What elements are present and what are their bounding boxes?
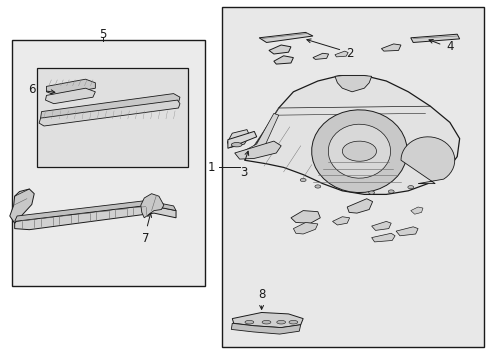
Polygon shape <box>15 201 176 221</box>
Polygon shape <box>312 53 328 59</box>
Polygon shape <box>232 312 303 328</box>
Ellipse shape <box>368 191 374 194</box>
Ellipse shape <box>300 179 305 182</box>
Text: 4: 4 <box>445 40 452 53</box>
Polygon shape <box>41 94 180 122</box>
Text: 3: 3 <box>239 166 247 179</box>
Polygon shape <box>400 137 454 184</box>
Polygon shape <box>243 113 278 155</box>
Polygon shape <box>10 189 34 223</box>
Ellipse shape <box>244 320 253 324</box>
Polygon shape <box>342 141 376 161</box>
Bar <box>12 40 205 286</box>
Polygon shape <box>293 222 317 234</box>
Polygon shape <box>346 199 372 213</box>
Polygon shape <box>290 211 320 223</box>
Ellipse shape <box>231 143 242 147</box>
Text: 8: 8 <box>257 288 265 301</box>
Polygon shape <box>381 44 400 51</box>
Polygon shape <box>234 141 281 159</box>
Text: 2: 2 <box>345 47 353 60</box>
Polygon shape <box>395 227 417 236</box>
Ellipse shape <box>276 320 285 324</box>
Bar <box>37 68 188 167</box>
Ellipse shape <box>387 190 393 193</box>
Ellipse shape <box>407 186 413 189</box>
Polygon shape <box>227 131 256 148</box>
Polygon shape <box>371 221 390 230</box>
Polygon shape <box>371 233 394 242</box>
Polygon shape <box>45 88 95 104</box>
Polygon shape <box>327 124 390 178</box>
Polygon shape <box>39 100 180 126</box>
Text: 1: 1 <box>207 161 215 174</box>
Polygon shape <box>273 56 293 64</box>
Polygon shape <box>231 323 300 334</box>
Polygon shape <box>334 76 371 92</box>
Text: 7: 7 <box>142 232 149 245</box>
Polygon shape <box>15 205 176 230</box>
Ellipse shape <box>288 320 297 324</box>
Text: 6: 6 <box>28 83 35 96</box>
Polygon shape <box>227 130 249 148</box>
Polygon shape <box>259 32 312 42</box>
Polygon shape <box>410 207 422 214</box>
Polygon shape <box>332 217 349 225</box>
Bar <box>222 7 483 347</box>
Polygon shape <box>410 34 459 42</box>
Polygon shape <box>244 76 459 194</box>
Polygon shape <box>141 194 163 218</box>
Ellipse shape <box>314 185 320 188</box>
Polygon shape <box>334 51 347 57</box>
Ellipse shape <box>262 320 270 324</box>
Polygon shape <box>268 45 290 54</box>
Text: 5: 5 <box>99 28 106 41</box>
Polygon shape <box>311 110 407 193</box>
Polygon shape <box>46 79 95 95</box>
